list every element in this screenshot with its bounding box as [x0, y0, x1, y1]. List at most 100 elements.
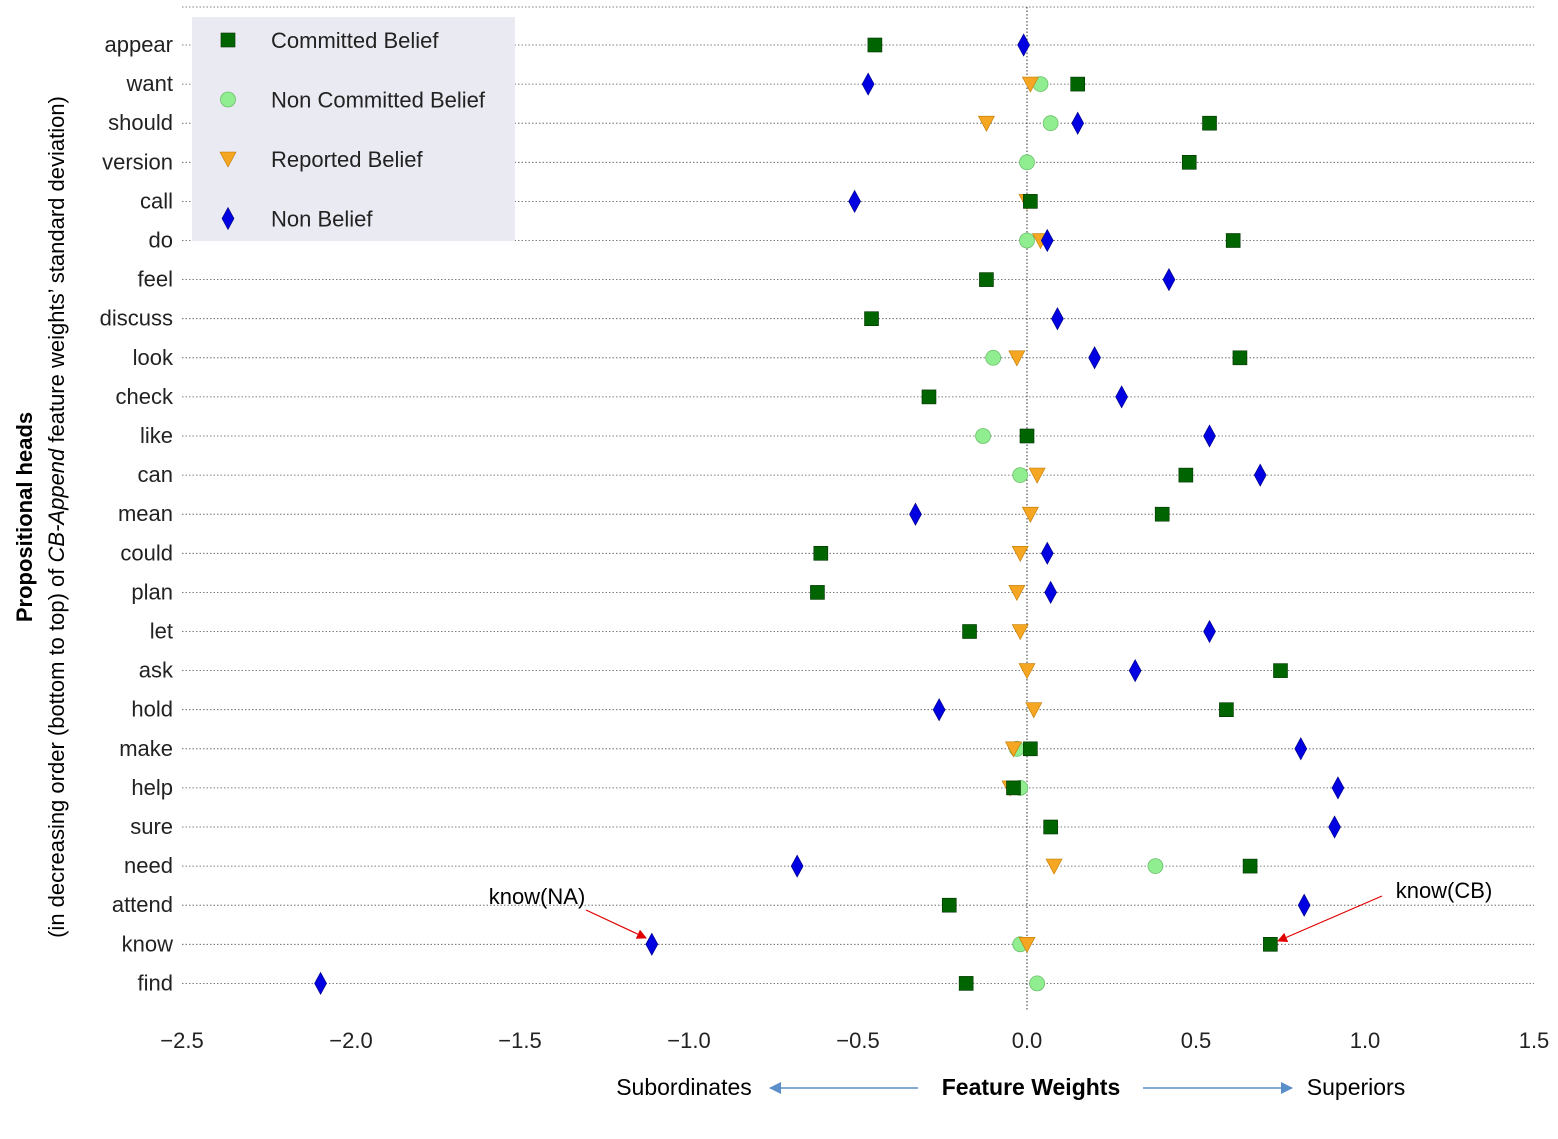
y-tick-label: plan — [131, 579, 173, 604]
point-triangle-down — [1011, 545, 1029, 562]
legend-box — [192, 17, 515, 241]
point-square — [1023, 741, 1038, 757]
point-square — [1023, 194, 1038, 209]
y-tick-label: ask — [139, 658, 174, 683]
point-square — [1219, 702, 1234, 718]
y-tick-label: help — [131, 775, 173, 800]
y-tick-label: find — [138, 970, 173, 995]
point-square — [979, 272, 994, 287]
legend-marker-diamond — [221, 206, 235, 231]
point-square — [867, 37, 883, 53]
point-square — [1178, 467, 1194, 483]
y-tick-label: know — [122, 931, 173, 956]
point-square — [1006, 780, 1021, 796]
point-diamond — [790, 854, 804, 878]
annotation-know-na-arrow — [585, 909, 647, 939]
annotation-know-cb-arrow — [1277, 895, 1383, 943]
point-diamond — [1040, 228, 1054, 253]
legend: Committed Belief Non Committed Belief Repo… — [192, 17, 515, 241]
point-diamond — [1088, 346, 1101, 370]
y-tick-label: call — [140, 188, 173, 213]
point-triangle-down — [1018, 936, 1036, 953]
point-diamond — [1051, 307, 1064, 331]
y-axis-sub-post: feature weights’ standard deviation) — [44, 96, 69, 449]
gridlines — [182, 6, 1534, 984]
point-circle — [1019, 232, 1035, 249]
legend-marker-square — [220, 32, 236, 48]
point-diamond — [1203, 619, 1216, 644]
y-tick-label: feel — [138, 267, 173, 292]
x-tick-label: 0.0 — [1012, 1028, 1043, 1053]
point-triangle-down — [1025, 702, 1043, 719]
x-tick-label: −2.5 — [160, 1028, 203, 1053]
y-tick-label: do — [149, 228, 173, 253]
point-diamond — [1253, 463, 1267, 487]
point-circle — [1029, 975, 1046, 992]
y-axis-sublabel: (in decreasing order (bottom to top) of … — [44, 96, 69, 938]
point-triangle-down — [977, 115, 995, 132]
point-square — [1043, 819, 1058, 835]
point-diamond — [848, 189, 861, 214]
point-circle — [1042, 115, 1059, 132]
annotation-know-na-label: know(NA) — [489, 884, 586, 909]
x-tick-label: −0.5 — [836, 1028, 879, 1053]
x-tick-labels: −2.5 −2.0 −1.5 −1.0 −0.5 0.0 0.5 1.0 1.5 — [160, 1028, 1549, 1053]
y-tick-label: want — [126, 71, 173, 96]
point-diamond — [1331, 776, 1345, 800]
point-square — [1019, 428, 1035, 444]
y-axis-sub-italic: CB-Append — [44, 448, 69, 563]
y-axis-label-main: Propositional heads — [12, 412, 37, 622]
point-triangle-down — [1045, 858, 1063, 875]
point-diamond — [1017, 33, 1030, 57]
point-square — [1273, 663, 1288, 678]
x-axis-label: Feature Weights — [942, 1074, 1121, 1100]
legend-label: Committed Belief — [271, 28, 439, 53]
x-label-left: Subordinates — [616, 1074, 752, 1100]
point-circle — [985, 349, 1002, 366]
annotation-know-cb-label: know(CB) — [1396, 878, 1493, 903]
y-tick-label: make — [119, 736, 173, 761]
point-square — [813, 545, 829, 561]
point-diamond — [1203, 424, 1216, 448]
point-triangle-down — [1021, 506, 1039, 523]
point-square — [1154, 506, 1170, 522]
data-points — [314, 33, 1345, 996]
y-tick-labels: appear want should version call do feel discuss… — [100, 32, 174, 995]
y-axis-sub-pre: (in decreasing order (bottom to top) of — [44, 562, 69, 937]
point-triangle-down — [1011, 624, 1029, 641]
point-triangle-down — [1028, 467, 1046, 484]
point-diamond — [1128, 658, 1142, 683]
point-square — [864, 311, 879, 327]
point-triangle-down — [1008, 350, 1026, 367]
legend-label: Non Committed Belief — [271, 88, 486, 113]
annotation-know-na: know(NA) — [489, 884, 647, 939]
x-tick-label: −2.0 — [329, 1028, 372, 1053]
point-circle — [1147, 858, 1164, 874]
point-diamond — [645, 932, 659, 956]
point-square — [810, 585, 825, 600]
y-tick-label: should — [108, 110, 173, 135]
point-square — [921, 389, 937, 405]
x-tick-label: 1.0 — [1350, 1028, 1381, 1053]
y-tick-label: hold — [131, 697, 173, 722]
y-tick-label: attend — [112, 892, 173, 917]
point-diamond — [1044, 580, 1058, 605]
point-diamond — [1040, 541, 1054, 565]
legend-label: Non Belief — [271, 207, 373, 232]
point-diamond — [1328, 815, 1341, 839]
point-triangle-down — [1018, 663, 1036, 680]
point-square — [1232, 350, 1248, 366]
y-tick-label: let — [150, 619, 173, 644]
y-tick-label: can — [138, 462, 173, 487]
point-square — [1263, 936, 1278, 952]
point-diamond — [861, 72, 875, 96]
point-square — [1181, 155, 1197, 170]
point-diamond — [314, 971, 327, 996]
point-triangle-down — [1021, 76, 1039, 93]
legend-items: Committed Belief Non Committed Belief Repo… — [219, 28, 486, 232]
x-label-right: Superiors — [1307, 1074, 1405, 1100]
x-tick-label: −1.0 — [667, 1028, 710, 1053]
x-tick-label: 0.5 — [1181, 1028, 1212, 1053]
y-tick-label: version — [102, 149, 173, 174]
y-tick-label: sure — [130, 814, 173, 839]
